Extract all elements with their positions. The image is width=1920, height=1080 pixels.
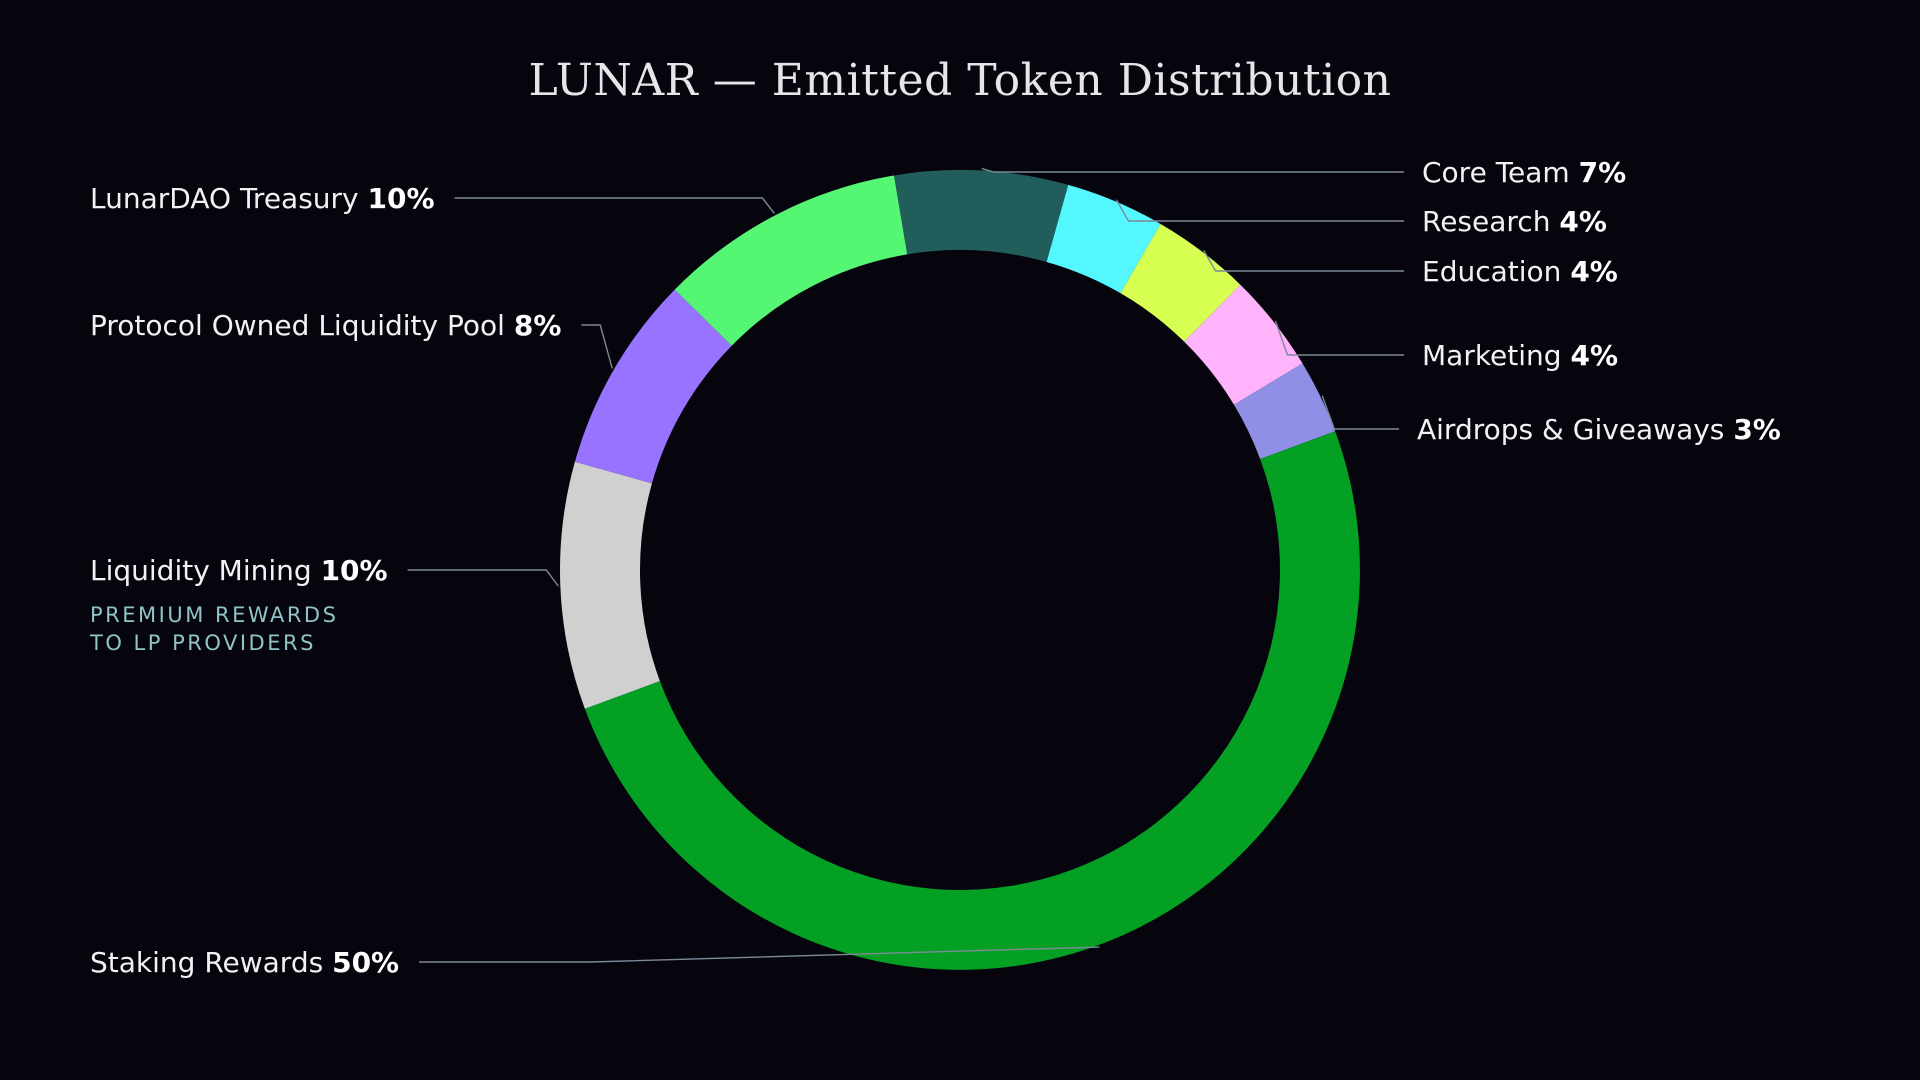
label-value-lunardao-treasury: 10%: [368, 182, 435, 215]
leader-line-staking-rewards: [419, 946, 1100, 963]
label-liquidity-mining: Liquidity Mining 10%: [90, 554, 388, 587]
label-protocol-owned-liquidity-pool: Protocol Owned Liquidity Pool 8%: [90, 309, 561, 342]
slice-research: [1046, 184, 1161, 294]
label-staking-rewards: Staking Rewards 50%: [90, 946, 399, 979]
slice-education: [1120, 223, 1241, 342]
leader-line-core-team: [981, 167, 1404, 173]
label-name-staking-rewards: Staking Rewards: [90, 946, 323, 979]
label-name-lunardao-treasury: LunarDAO Treasury: [90, 182, 359, 215]
label-lunardao-treasury: LunarDAO Treasury 10%: [90, 182, 435, 215]
slice-marketing: [1184, 284, 1303, 405]
slice-protocol-owned-liquidity-pool: [574, 289, 732, 484]
label-airdrops-and-giveaways: Airdrops & Giveaways 3%: [1417, 413, 1781, 446]
label-value-liquidity-mining: 10%: [321, 554, 388, 587]
slice-staking-rewards: [584, 431, 1360, 970]
label-value-staking-rewards: 50%: [332, 946, 399, 979]
leader-line-lunardao-treasury: [454, 197, 775, 214]
label-value-research: 4%: [1559, 205, 1607, 238]
leader-line-liquidity-mining: [407, 569, 559, 587]
slice-liquidity-mining: [560, 461, 660, 709]
leader-line-research: [1115, 199, 1404, 222]
label-name-research: Research: [1422, 205, 1550, 238]
leader-line-protocol-owned-liquidity-pool: [581, 324, 613, 369]
chart-title: LUNAR — Emitted Token Distribution: [529, 55, 1392, 106]
slice-lunardao-treasury: [674, 175, 908, 346]
slice-core-team: [893, 170, 1069, 262]
leader-line-marketing: [1274, 320, 1404, 356]
label-name-core-team: Core Team: [1422, 156, 1570, 189]
slices-layer: [560, 170, 1360, 970]
leader-line-airdrops-and-giveaways: [1321, 395, 1399, 430]
label-value-education: 4%: [1570, 255, 1618, 288]
label-education: Education 4%: [1422, 255, 1618, 288]
label-research: Research 4%: [1422, 205, 1607, 238]
label-value-marketing: 4%: [1570, 339, 1618, 372]
label-core-team: Core Team 7%: [1422, 156, 1626, 189]
label-name-liquidity-mining: Liquidity Mining: [90, 554, 312, 587]
leader-line-education: [1203, 249, 1404, 272]
label-note-liquidity-mining-1: PREMIUM REWARDS: [90, 603, 338, 627]
labels-layer: Core Team 7%Research 4%Education 4%Marke…: [89, 156, 1781, 979]
label-name-protocol-owned-liquidity-pool: Protocol Owned Liquidity Pool: [90, 309, 505, 342]
label-value-airdrops-and-giveaways: 3%: [1733, 413, 1781, 446]
label-marketing: Marketing 4%: [1422, 339, 1618, 372]
label-name-education: Education: [1422, 255, 1561, 288]
label-note-liquidity-mining-2: TO LP PROVIDERS: [89, 631, 316, 655]
label-name-airdrops-and-giveaways: Airdrops & Giveaways: [1417, 413, 1724, 446]
slice-airdrops-and-giveaways: [1234, 363, 1336, 459]
label-name-marketing: Marketing: [1422, 339, 1562, 372]
label-value-core-team: 7%: [1579, 156, 1627, 189]
leaders-layer: [407, 167, 1404, 963]
label-value-protocol-owned-liquidity-pool: 8%: [514, 309, 562, 342]
